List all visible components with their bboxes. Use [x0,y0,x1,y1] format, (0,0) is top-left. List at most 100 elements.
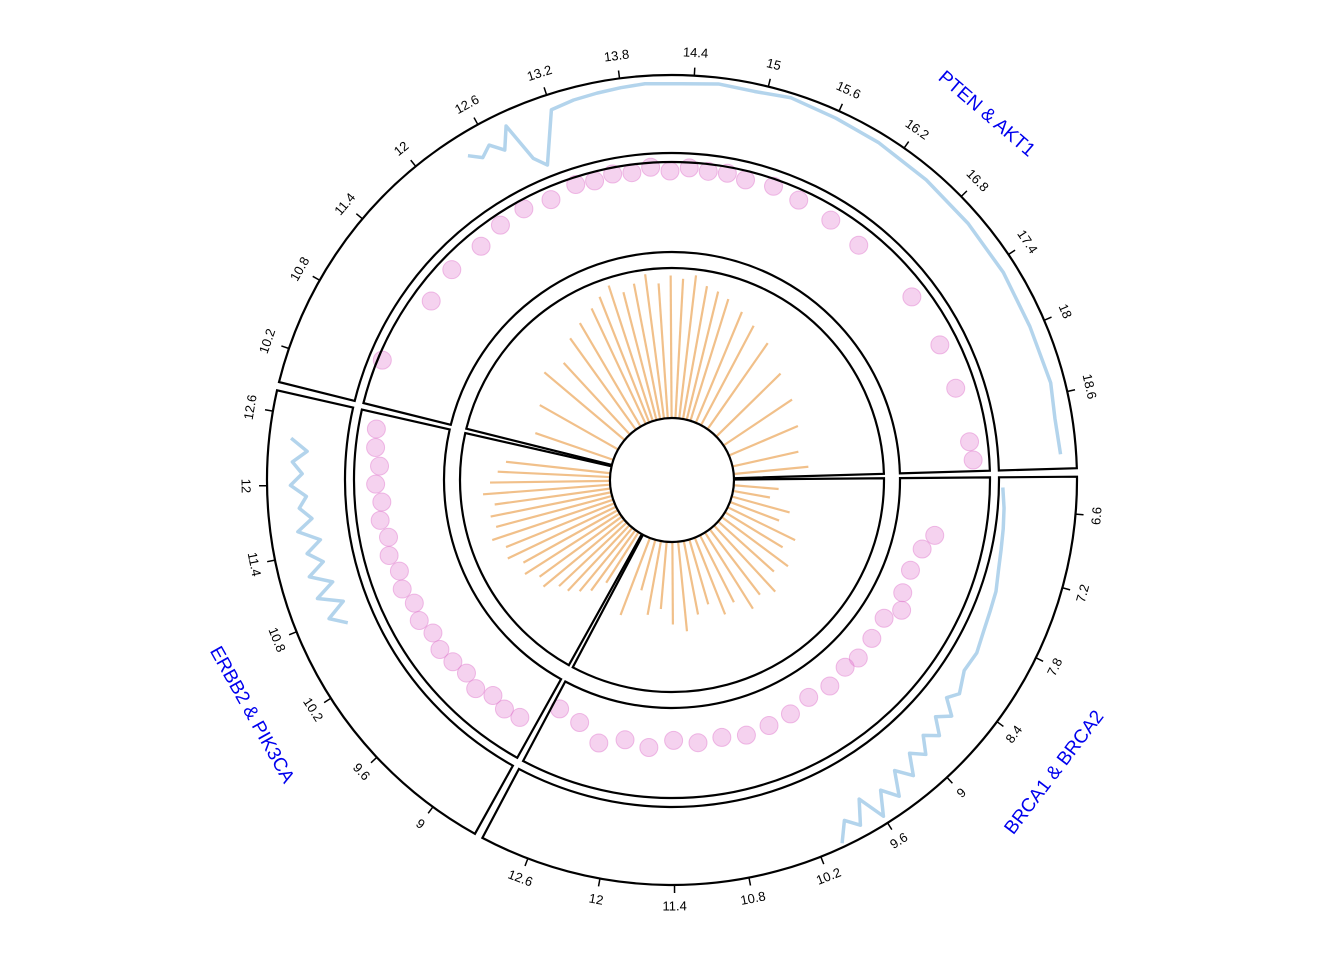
tick [1044,317,1051,320]
point [640,739,658,757]
tick-label: 12 [239,479,254,494]
tick-label: 6.6 [1088,506,1104,525]
tick-label: 11.4 [245,551,265,578]
tick [313,276,320,280]
bar [671,276,672,418]
point [367,420,385,438]
tick-label: 15 [765,55,783,73]
point [893,601,911,619]
point [616,731,634,749]
tick [1067,390,1075,392]
point [422,292,440,310]
tick-label: 13.8 [603,46,630,64]
point [760,717,778,735]
tick [1036,658,1043,662]
point [380,528,398,546]
point [431,641,449,659]
tick [544,87,546,95]
tick-label: 9.6 [887,829,910,851]
tick [474,118,478,125]
point [371,511,389,529]
tick [1062,588,1070,590]
point [931,336,949,354]
tick-label: 14.4 [683,44,709,60]
line [290,438,347,623]
tick-label: 10.2 [300,695,326,724]
point [737,726,755,744]
tick-label: 10.8 [287,254,313,283]
tick [749,878,751,886]
point [393,580,411,598]
tick [281,346,289,349]
bar [716,374,780,437]
point [964,451,982,469]
tick [1008,250,1015,254]
tick-label: 11.4 [662,898,686,913]
point [901,561,919,579]
point [665,731,683,749]
tick [599,879,600,887]
tick [265,410,273,411]
bar [672,542,673,624]
tick-label: 12 [588,890,605,907]
point [661,162,679,180]
point [491,216,509,234]
point [836,658,854,676]
point [713,728,731,746]
tick [324,698,331,702]
tick [428,807,433,813]
tick-label: 18.6 [1080,372,1100,400]
tick [961,191,967,197]
point [410,612,428,630]
track-border [573,478,884,692]
point [367,438,385,456]
tick [371,757,377,762]
bar [540,405,618,449]
point [443,261,461,279]
point [781,705,799,723]
tick [904,142,909,149]
bar [705,532,753,608]
bar [648,541,661,615]
tick-label: 17.4 [1014,227,1041,256]
tick-label: 9 [953,785,968,801]
tick [289,632,296,635]
bar [684,541,698,615]
point [875,609,893,627]
tick-label: 15.6 [834,78,863,102]
point [926,526,944,544]
sector-label: PTEN & AKT1 [934,67,1039,161]
tick-label: 12 [391,138,412,159]
tick-label: 11.4 [331,190,358,218]
track-border [363,162,989,473]
point [405,594,423,612]
point [424,624,442,642]
tick [888,823,892,830]
tick-label: 10.2 [256,327,278,356]
point [571,714,589,732]
point [822,211,840,229]
point [737,171,755,189]
point [586,172,604,190]
bar [734,467,809,474]
tick [997,722,1003,727]
point [542,191,560,209]
point [947,379,965,397]
bar [732,496,790,512]
bar [659,283,668,418]
point [467,680,485,698]
tick [947,777,952,783]
tick-label: 9.6 [350,760,373,783]
point [390,562,408,580]
tick [1076,514,1084,515]
tick-label: 10.2 [814,865,843,888]
bar [734,485,779,489]
tick [768,79,770,87]
point [821,677,839,695]
point [484,687,502,705]
point [380,546,398,564]
tick-label: 10.8 [739,888,767,908]
tick-label: 8.4 [1002,722,1025,745]
sector-label: ERBB2 & PIK3CA [205,643,298,787]
